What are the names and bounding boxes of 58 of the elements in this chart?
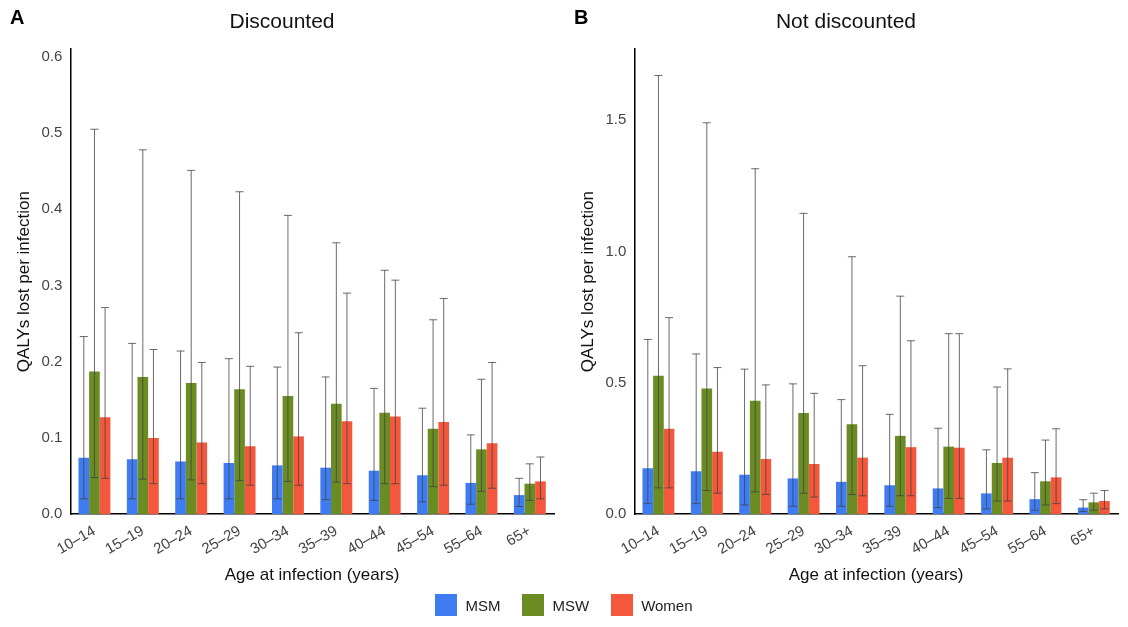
bar — [417, 475, 428, 515]
x-tick-label: 65+ — [502, 521, 534, 549]
bar — [835, 481, 847, 515]
y-tick-label: 0.4 — [41, 199, 63, 217]
bar — [857, 457, 868, 515]
bar — [535, 481, 546, 515]
y-tick-label: 0.5 — [41, 123, 63, 141]
bar — [89, 371, 100, 515]
chart-title: Not discounted — [775, 9, 917, 33]
y-tick-label: 0.3 — [41, 275, 63, 293]
bar — [379, 412, 391, 515]
legend-label: MSW — [552, 596, 590, 614]
bar — [943, 446, 955, 515]
bar — [148, 437, 159, 515]
bar — [78, 457, 90, 515]
bar — [749, 400, 761, 515]
bar — [701, 388, 713, 515]
y-tick-label: 0.0 — [605, 504, 627, 522]
x-axis-title: Age at infection (years) — [224, 565, 400, 585]
bar — [1002, 457, 1014, 515]
y-axis-title: QALYs lost per infection — [13, 191, 33, 373]
x-tick-label: 65+ — [1066, 521, 1098, 549]
text: A — [10, 5, 25, 28]
bar — [894, 435, 906, 515]
bar — [884, 485, 895, 515]
bar — [476, 449, 487, 515]
legend-label: Women — [641, 596, 693, 614]
bar — [954, 447, 965, 515]
y-tick-label: 0.6 — [41, 46, 63, 64]
text: B — [574, 5, 589, 28]
bar — [642, 468, 654, 515]
bar — [320, 467, 331, 515]
y-tick-label: 1.5 — [605, 110, 627, 128]
bar — [653, 375, 664, 515]
bar — [271, 465, 283, 515]
bar — [712, 451, 723, 515]
x-axis-title: Age at infection (years) — [788, 565, 964, 585]
bar — [293, 436, 304, 515]
bar — [798, 413, 809, 515]
bar — [390, 416, 401, 515]
y-tick-label: 0.5 — [605, 372, 627, 390]
bar — [244, 446, 256, 515]
bar — [438, 421, 450, 515]
y-tick-label: 0.2 — [41, 351, 63, 369]
chart-title: Discounted — [229, 9, 335, 33]
y-tick-label: 1.0 — [605, 241, 627, 259]
legend-label: MSM — [465, 596, 501, 614]
y-axis-title: QALYs lost per infection — [577, 191, 597, 373]
y-tick-label: 0.1 — [41, 428, 63, 446]
bar — [137, 376, 149, 515]
bar — [808, 463, 820, 515]
bar — [524, 483, 536, 515]
bar — [330, 403, 342, 515]
y-tick-label: 0.0 — [41, 504, 63, 522]
bar — [465, 482, 477, 515]
bar — [175, 461, 186, 515]
bar — [185, 383, 197, 515]
bar — [234, 389, 245, 515]
